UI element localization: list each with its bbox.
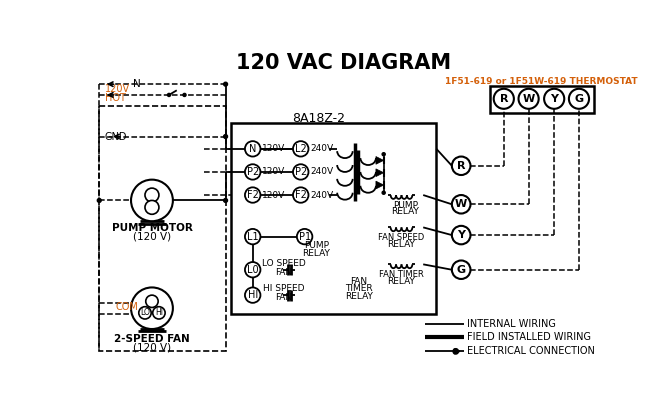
Circle shape: [131, 287, 173, 329]
Text: 240V: 240V: [310, 144, 333, 153]
Circle shape: [382, 153, 385, 156]
Text: FAN TIMER: FAN TIMER: [379, 270, 424, 279]
Text: R: R: [457, 161, 466, 171]
Circle shape: [145, 188, 159, 202]
Circle shape: [224, 199, 228, 202]
Text: (120 V): (120 V): [133, 342, 171, 352]
Polygon shape: [376, 169, 384, 176]
Text: 1F51-619 or 1F51W-619 THERMOSTAT: 1F51-619 or 1F51W-619 THERMOSTAT: [445, 77, 637, 85]
Text: TIMER: TIMER: [345, 285, 373, 293]
Circle shape: [145, 200, 159, 214]
Text: 120V: 120V: [105, 84, 130, 94]
Circle shape: [131, 180, 173, 221]
Text: (120 V): (120 V): [133, 232, 171, 242]
Text: ELECTRICAL CONNECTION: ELECTRICAL CONNECTION: [468, 347, 595, 356]
Bar: [490, 86, 594, 113]
Text: 120V: 120V: [262, 168, 285, 176]
Text: RELAY: RELAY: [387, 277, 415, 286]
Circle shape: [452, 195, 470, 214]
Text: G: G: [574, 94, 584, 104]
Bar: [231, 124, 436, 314]
Text: F2: F2: [247, 190, 259, 200]
Text: RELAY: RELAY: [391, 207, 419, 217]
Text: L0: L0: [247, 265, 259, 275]
Polygon shape: [376, 157, 384, 164]
Text: N: N: [133, 79, 140, 89]
Circle shape: [153, 307, 165, 319]
Circle shape: [97, 199, 101, 202]
Circle shape: [245, 187, 261, 203]
Text: FAN: FAN: [275, 293, 292, 302]
Circle shape: [519, 89, 539, 109]
Text: FAN: FAN: [350, 277, 367, 286]
Text: PUMP: PUMP: [304, 241, 329, 251]
Text: RELAY: RELAY: [387, 240, 415, 249]
Text: HI: HI: [155, 308, 163, 317]
Text: Y: Y: [550, 94, 558, 104]
Circle shape: [297, 229, 312, 244]
Text: HI SPEED: HI SPEED: [263, 285, 304, 293]
Circle shape: [183, 93, 186, 96]
Text: 120V: 120V: [262, 191, 285, 199]
Text: RELAY: RELAY: [345, 292, 373, 301]
Text: L2: L2: [295, 144, 307, 154]
Text: COM: COM: [116, 303, 139, 313]
Text: FAN SPEED: FAN SPEED: [379, 233, 425, 242]
Circle shape: [452, 261, 470, 279]
Text: W: W: [523, 94, 535, 104]
Circle shape: [382, 191, 385, 194]
Text: P1: P1: [299, 232, 311, 242]
Circle shape: [224, 82, 228, 86]
Circle shape: [168, 93, 171, 96]
Circle shape: [146, 295, 158, 308]
Text: Y: Y: [457, 230, 465, 240]
Circle shape: [224, 134, 228, 138]
Circle shape: [245, 229, 261, 244]
Text: INTERNAL WIRING: INTERNAL WIRING: [468, 318, 556, 328]
Polygon shape: [376, 181, 384, 189]
Text: GND: GND: [105, 132, 127, 142]
Circle shape: [452, 226, 470, 244]
Text: P2: P2: [247, 167, 259, 177]
Text: N: N: [249, 144, 257, 154]
Circle shape: [293, 187, 308, 203]
Circle shape: [569, 89, 589, 109]
Text: W: W: [455, 199, 467, 209]
Text: 8A18Z-2: 8A18Z-2: [291, 111, 344, 124]
Text: HOT: HOT: [105, 93, 125, 103]
Text: HI: HI: [248, 290, 258, 300]
Text: 120V: 120V: [262, 144, 285, 153]
Circle shape: [293, 164, 308, 180]
Bar: [99, 106, 226, 351]
Circle shape: [139, 307, 151, 319]
Text: 240V: 240V: [310, 191, 333, 199]
Circle shape: [245, 164, 261, 180]
Text: 120 VAC DIAGRAM: 120 VAC DIAGRAM: [236, 53, 451, 72]
Text: 240V: 240V: [310, 168, 333, 176]
Circle shape: [453, 349, 458, 354]
Text: LO: LO: [140, 308, 150, 317]
Text: P2: P2: [295, 167, 307, 177]
Circle shape: [494, 89, 514, 109]
Text: PUMP: PUMP: [393, 201, 418, 210]
Text: LO SPEED: LO SPEED: [262, 259, 306, 268]
Text: PUMP MOTOR: PUMP MOTOR: [111, 223, 192, 233]
Circle shape: [544, 89, 564, 109]
Circle shape: [452, 157, 470, 175]
Text: L1: L1: [247, 232, 259, 242]
Text: FAN: FAN: [275, 268, 292, 277]
Circle shape: [245, 287, 261, 303]
Text: RELAY: RELAY: [302, 249, 330, 258]
Text: R: R: [500, 94, 508, 104]
Circle shape: [293, 141, 308, 157]
Text: G: G: [457, 265, 466, 275]
Text: 2-SPEED FAN: 2-SPEED FAN: [114, 334, 190, 344]
Text: FIELD INSTALLED WIRING: FIELD INSTALLED WIRING: [468, 333, 592, 342]
Circle shape: [245, 262, 261, 277]
Circle shape: [245, 141, 261, 157]
Text: F2: F2: [295, 190, 307, 200]
